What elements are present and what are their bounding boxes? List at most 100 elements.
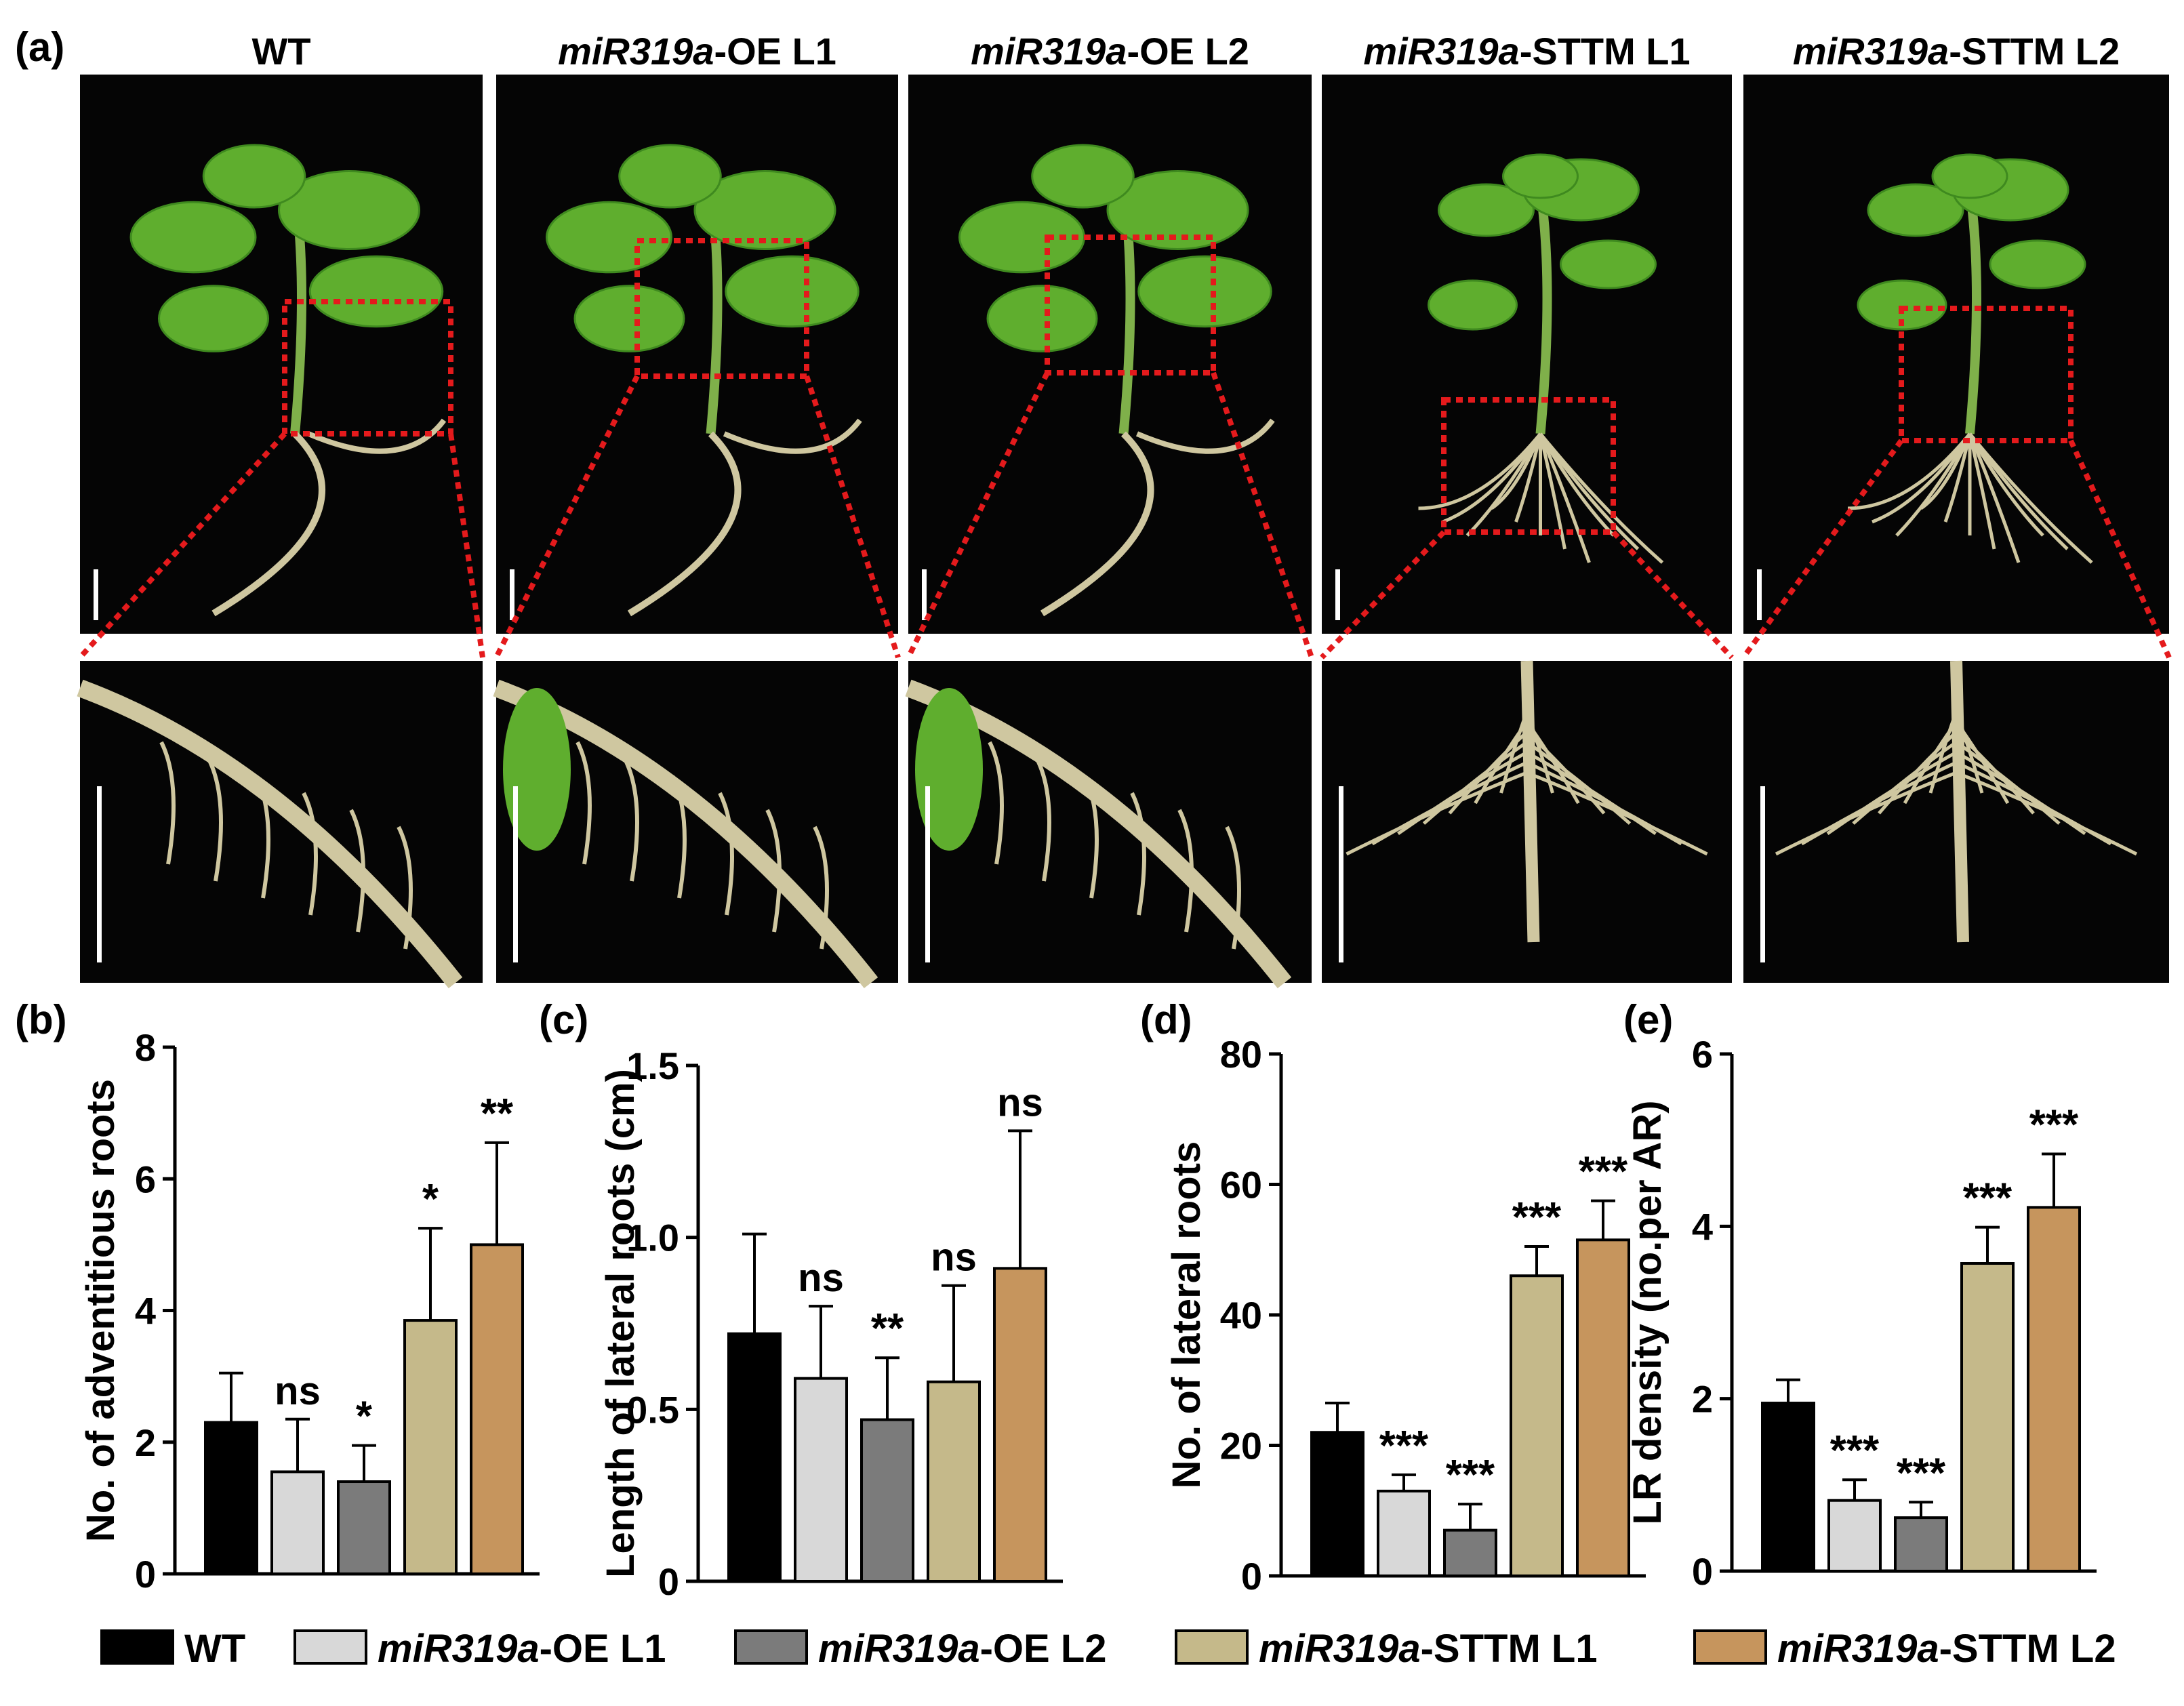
y-tick-label: 4 [1692, 1205, 1713, 1248]
legend-label-wt: WT [184, 1627, 245, 1671]
zoomed-lateral-root [207, 758, 223, 882]
bar-sttm-l1 [403, 1319, 458, 1575]
zoom-connector [804, 375, 901, 659]
zoomed-root [77, 679, 463, 989]
lateral-root [1539, 432, 1664, 564]
bar-sttm-l1 [1510, 1274, 1564, 1577]
significance-label: *** [1379, 1423, 1429, 1469]
y-tick-label: 4 [135, 1290, 156, 1333]
photo-column-sttm-l1: miR319a-STTM L1 [1320, 30, 1734, 983]
zoom-connector [1741, 439, 1904, 659]
significance-label: *** [1830, 1427, 1880, 1474]
bar-wt [1310, 1431, 1364, 1577]
legend-swatch-oe-l2 [734, 1629, 808, 1665]
lateral-root [1847, 432, 1971, 510]
y-axis-label: No. of adventitious roots [79, 1079, 123, 1542]
significance-label: *** [1446, 1452, 1495, 1499]
bar-oe-l1 [794, 1377, 848, 1583]
significance-label: *** [1512, 1194, 1562, 1241]
plant-leaf [1560, 239, 1657, 289]
plant-leaf [202, 144, 306, 209]
y-tick-label: 2 [135, 1421, 156, 1464]
zoom-box [1045, 235, 1216, 375]
bar-sttm-l2 [993, 1267, 1047, 1583]
legend-swatch-sttm-l1 [1175, 1629, 1249, 1665]
scale-bar [97, 786, 102, 962]
lateral-root [1968, 433, 2021, 563]
significance-label: *** [2029, 1102, 2079, 1149]
bar-sttm-l1 [927, 1380, 981, 1583]
adventitious-root [211, 431, 325, 617]
zoomed-lateral-root [302, 792, 318, 916]
lateral-root [1872, 432, 1972, 524]
significance-label: * [356, 1394, 373, 1440]
plant-leaf [1428, 279, 1518, 331]
plant-leaf [1106, 170, 1249, 250]
lateral-root [1491, 433, 1542, 510]
plant-leaf [129, 201, 257, 274]
significance-label: ns [798, 1256, 844, 1300]
zoomed-lateral-root [1225, 826, 1241, 950]
zoom-connector [906, 371, 1050, 659]
scale-bar [1757, 569, 1762, 620]
plant-leaf [1137, 255, 1272, 328]
zoomed-lateral-root [397, 826, 413, 950]
lateral-root [1895, 432, 1972, 537]
significance-label: ** [871, 1305, 904, 1352]
plant-stem [1965, 189, 1981, 434]
photo-column-oe-l1: miR319a-OE L1 [493, 30, 901, 989]
plant-leaf [725, 255, 860, 328]
zoomed-lateral-root [813, 826, 829, 950]
zoom-connector [1211, 371, 1314, 659]
plant-leaf [1867, 183, 1964, 237]
group-title-sttm-l1: miR319a-STTM L1 [1363, 30, 1690, 73]
bar-oe-l1 [1377, 1489, 1431, 1577]
zoomed-lateral-root [1928, 711, 1958, 794]
adventitious-root [1135, 418, 1275, 454]
zoomed-lateral-root [670, 775, 687, 899]
significance-label: ns [931, 1236, 977, 1280]
adventitious-root [1040, 431, 1154, 617]
zoomed-lateral-root [1499, 711, 1529, 794]
group-title-oe-l1: miR319a-OE L1 [558, 30, 836, 73]
bar-oe-l1 [270, 1470, 325, 1576]
zoomed-lateral-root [1035, 758, 1051, 882]
plant-leaf [308, 255, 444, 328]
legend: WT miR319a-OE L1 miR319a-OE L2 miR319a-STTM… [100, 1627, 2116, 1671]
significance-label: ns [997, 1080, 1043, 1124]
bar-wt [1761, 1402, 1815, 1572]
panel-letter-e: (e) [1623, 997, 1673, 1042]
y-tick-label: 0.5 [626, 1388, 679, 1431]
significance-label: * [422, 1176, 439, 1223]
y-tick-label: 1.5 [626, 1044, 679, 1087]
significance-label: ** [481, 1091, 514, 1137]
bar-wt [727, 1332, 782, 1583]
bar-oe-l2 [860, 1418, 914, 1583]
zoom-connector [78, 432, 287, 659]
plant-leaf [1989, 239, 2086, 289]
bar-sttm-l2 [2027, 1206, 2081, 1572]
plant-leaf [1931, 153, 2008, 199]
y-tick-label: 8 [135, 1026, 156, 1069]
panel-letter-d: (d) [1140, 997, 1192, 1042]
y-axis-label: No. of lateral roots [1165, 1141, 1209, 1488]
significance-label: *** [1579, 1149, 1628, 1196]
scale-bar [1339, 786, 1343, 962]
photo-column-sttm-l2: miR319a-STTM L2 [1741, 30, 2172, 983]
y-tick-label: 0 [135, 1553, 156, 1596]
zoomed-leaf [503, 688, 571, 851]
plant-leaf [573, 285, 685, 352]
zoomed-lateral-root [1526, 771, 1708, 856]
lateral-root [1418, 432, 1542, 510]
plant-leaf [546, 201, 672, 274]
legend-swatch-wt [100, 1629, 174, 1665]
scale-bar [1335, 569, 1340, 620]
scale-bar [925, 786, 930, 962]
y-tick-label: 6 [135, 1158, 156, 1200]
y-tick-label: 80 [1220, 1033, 1262, 1076]
bar-wt [204, 1421, 258, 1576]
panel-letter-b: (b) [15, 997, 67, 1042]
bar-oe-l1 [1827, 1499, 1882, 1573]
legend-label-oe-l2: miR319a-OE L2 [818, 1627, 1107, 1671]
